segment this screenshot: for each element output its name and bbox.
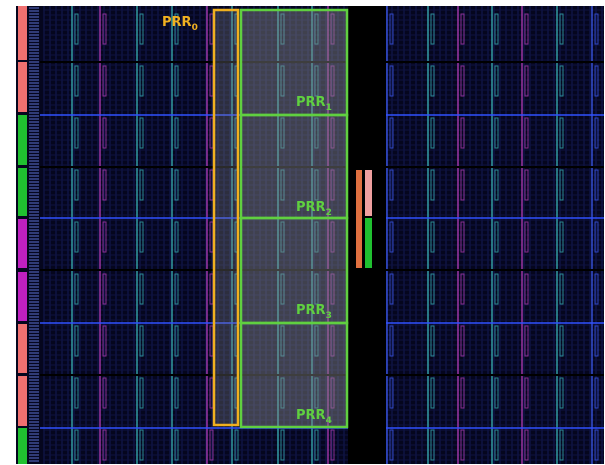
floorplan: PRR0 PRR1 PRR2 PRR3 PRR4 xyxy=(0,0,605,465)
io-bar xyxy=(356,170,362,268)
io-strip xyxy=(18,272,27,321)
io-strip xyxy=(18,219,27,268)
regions xyxy=(214,10,347,427)
io-strip xyxy=(18,428,27,464)
io-strip xyxy=(18,6,27,60)
io-strip xyxy=(18,62,27,112)
io-strip xyxy=(18,115,27,165)
io-strip xyxy=(18,376,27,426)
io-bar xyxy=(365,218,372,268)
prr-0-box xyxy=(214,10,238,425)
io-bar xyxy=(365,170,372,216)
io-strip xyxy=(18,324,27,373)
io-strip xyxy=(18,168,27,216)
